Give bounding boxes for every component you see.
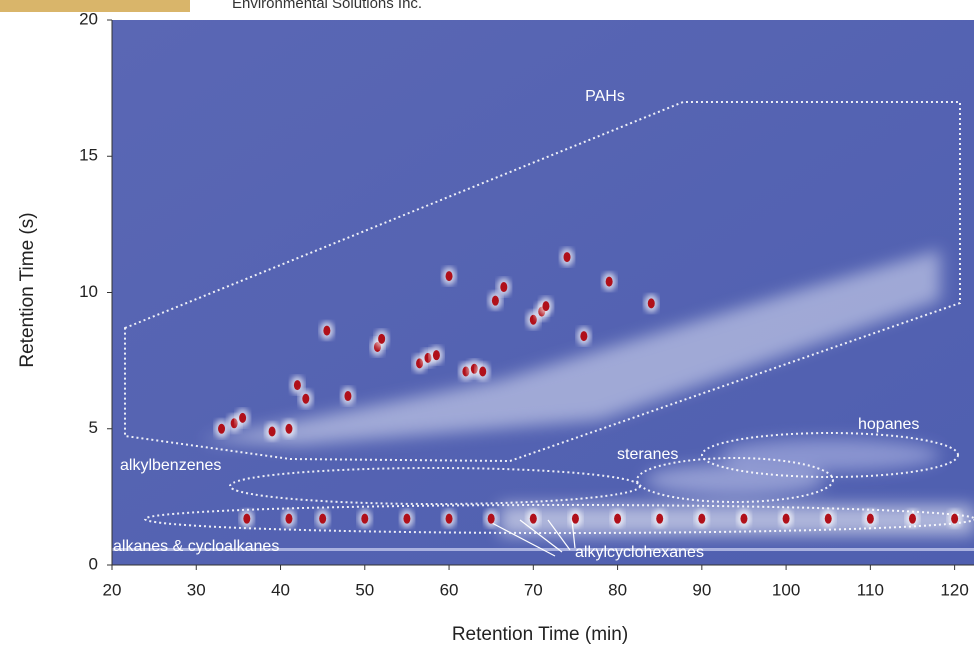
spot (740, 513, 748, 524)
y-tick-label: 15 (79, 146, 98, 165)
hopanes-region (701, 432, 959, 478)
spot (445, 271, 453, 282)
annotation: PAHs (585, 88, 625, 105)
spot (445, 513, 453, 524)
x-tick-label: 30 (187, 580, 206, 599)
spot (491, 295, 499, 306)
y-tick-label: 0 (89, 554, 98, 573)
spot (243, 513, 251, 524)
spot (416, 358, 424, 369)
spot (285, 513, 293, 524)
spot (782, 513, 790, 524)
spot (378, 333, 386, 344)
spot (614, 513, 622, 524)
spot (239, 412, 247, 423)
steranes-region (636, 457, 834, 503)
leader-lines (489, 519, 576, 557)
spot (563, 252, 571, 263)
spot (479, 366, 487, 377)
spot (951, 513, 959, 524)
spot (908, 513, 916, 524)
x-tick-label: 50 (355, 580, 374, 599)
x-tick-label: 60 (440, 580, 459, 599)
spot (500, 282, 508, 293)
spot (361, 513, 369, 524)
spot (230, 418, 238, 429)
spot (866, 513, 874, 524)
spot (487, 513, 495, 524)
spot (605, 276, 613, 287)
annotation: alkylbenzenes (120, 457, 221, 474)
spot (656, 513, 664, 524)
x-tick-label: 70 (524, 580, 543, 599)
pahs-region (124, 101, 961, 463)
spot (580, 331, 588, 342)
alkanes-region (144, 504, 974, 534)
spot (319, 513, 327, 524)
spot (344, 391, 352, 402)
spot (698, 513, 706, 524)
x-tick-label: 80 (608, 580, 627, 599)
x-tick-label: 90 (692, 580, 711, 599)
y-tick-label: 5 (89, 418, 98, 437)
x-axis-label: Retention Time (min) (452, 624, 628, 645)
x-tick-label: 120 (940, 580, 968, 599)
spot (218, 423, 226, 434)
spot (529, 513, 537, 524)
spot (542, 301, 550, 312)
spot (403, 513, 411, 524)
annotation: alkylcyclohexanes (575, 544, 704, 561)
spot (293, 380, 301, 391)
y-axis-label: Retention Time (s) (17, 212, 38, 367)
annotation: hopanes (858, 416, 919, 433)
x-tick-label: 100 (772, 580, 800, 599)
x-tick-label: 110 (857, 580, 884, 599)
spot (571, 513, 579, 524)
y-tick-label: 10 (79, 282, 98, 301)
x-tick-label: 20 (103, 580, 122, 599)
y-tick-label: 20 (79, 9, 98, 28)
spot (529, 314, 537, 325)
spot (824, 513, 832, 524)
annotation: steranes (617, 446, 678, 463)
header: Environmental Solutions Inc. (232, 0, 422, 12)
annotation: alkanes & cycloalkanes (113, 538, 279, 555)
spot (432, 350, 440, 361)
spot (647, 298, 655, 309)
spot (302, 393, 310, 404)
logo-fragment (0, 0, 190, 12)
x-tick-label: 40 (271, 580, 290, 599)
spot (285, 423, 293, 434)
spot (268, 426, 276, 437)
spot (323, 325, 331, 336)
